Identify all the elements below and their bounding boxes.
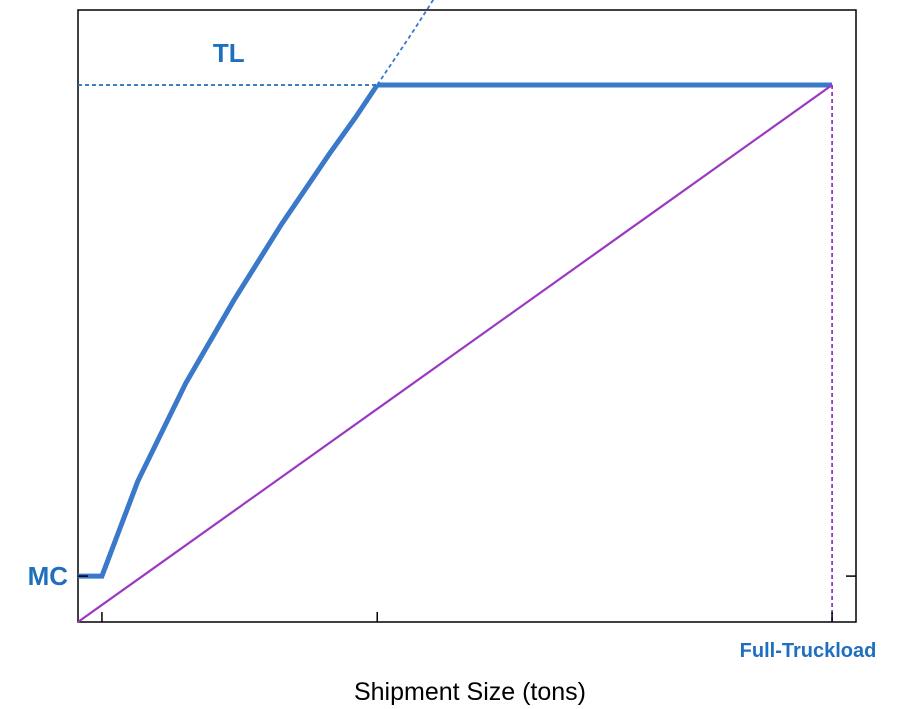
plot-frame xyxy=(77,9,857,623)
annotation-tl: TL xyxy=(213,38,245,68)
series-ltl-dashed-1 xyxy=(376,0,435,86)
y-tick-label-0: MC xyxy=(28,561,69,591)
series-ltl-solid-0 xyxy=(78,83,380,579)
series-layer xyxy=(77,0,833,623)
x-axis-label: Shipment Size (tons) xyxy=(354,678,586,706)
series-cost-solid-4 xyxy=(77,84,833,623)
x-tick-label-2: Full-Truckload xyxy=(740,640,877,662)
tick-layer xyxy=(78,575,856,622)
label-layer: Full-TruckloadMCTLLTL xyxy=(28,38,877,662)
